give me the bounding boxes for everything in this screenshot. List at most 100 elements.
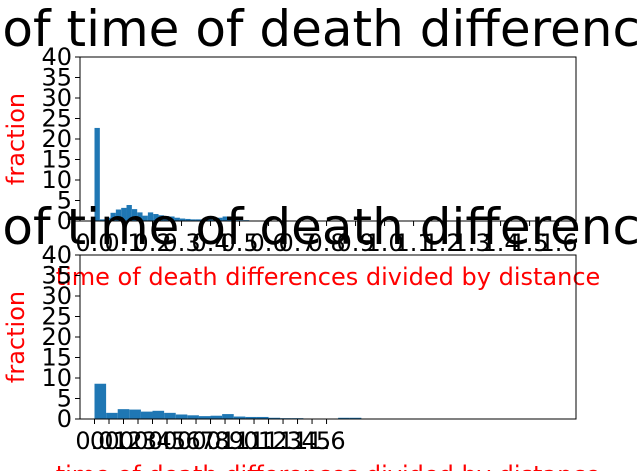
y-tick-label: 20 — [41, 323, 72, 351]
x-tick-label: 0.3 — [119, 427, 157, 455]
x-tick-label: 0.2 — [133, 229, 171, 257]
histogram-bar — [131, 209, 138, 221]
histogram-bar — [175, 414, 188, 419]
bars-top — [94, 127, 271, 221]
histogram-bar — [233, 416, 246, 419]
x-tick-label: 0.8 — [307, 229, 345, 257]
y-tick-label: 25 — [41, 303, 72, 331]
histogram-bar — [245, 416, 257, 419]
histogram-bar — [142, 215, 148, 221]
x-tick-label: 0.9 — [206, 427, 244, 455]
histogram-bar — [349, 417, 362, 419]
histogram-bar — [201, 219, 207, 221]
x-tick-label: 1.4 — [481, 229, 519, 257]
y-tick-label: 30 — [41, 282, 72, 310]
x-ticks-top: 0.00.10.20.30.40.50.60.70.80.91.01.11.21… — [75, 221, 578, 257]
histogram-bar — [210, 415, 223, 419]
y-tick-label: 15 — [41, 344, 72, 372]
bars-bottom — [94, 383, 385, 419]
histogram-bar — [129, 409, 141, 419]
y-tick-label: 5 — [57, 385, 72, 413]
histogram-bar — [163, 216, 170, 221]
x-tick-label: 0.1 — [90, 427, 128, 455]
x-tick-label: 0.3 — [162, 229, 200, 257]
x-axis-label-bottom: time of death differences divided by dis… — [56, 461, 601, 471]
x-axis-label-top: time of death differences divided by dis… — [56, 263, 601, 291]
x-tick-label: 0.8 — [191, 427, 229, 455]
histogram-bar — [121, 207, 127, 221]
histogram-bar — [174, 217, 180, 221]
histogram-bar — [227, 218, 234, 221]
y-tick-label: 35 — [41, 262, 72, 290]
histogram-bar — [190, 219, 196, 221]
histogram-bar — [169, 216, 175, 221]
x-tick-label: 0.9 — [336, 229, 374, 257]
y-tick-label: 30 — [41, 84, 72, 112]
histogram-bar — [140, 411, 153, 419]
y-tick-label: 20 — [41, 125, 72, 153]
histogram-bar — [164, 412, 176, 419]
x-tick-label: 1.4 — [278, 427, 316, 455]
x-ticks-bottom: 0.00.10.20.30.40.50.60.70.80.91.01.11.21… — [75, 419, 346, 455]
histogram-bar — [117, 409, 130, 419]
x-tick-label: 1.1 — [235, 427, 273, 455]
y-tick-label: 25 — [41, 105, 72, 133]
histogram-bar — [185, 218, 191, 221]
x-tick-label: 0.6 — [162, 427, 200, 455]
histogram-bar — [187, 415, 199, 419]
x-tick-label: 0.1 — [104, 229, 142, 257]
chart-title-bottom: Histogram of time of death differences b… — [0, 198, 640, 256]
histogram-bar — [198, 416, 211, 419]
histogram-bar — [126, 205, 132, 221]
x-tick-label: 1.1 — [394, 229, 432, 257]
x-tick-label: 0.4 — [191, 229, 229, 257]
histogram-bar — [153, 214, 159, 221]
histogram-bar — [152, 410, 165, 419]
x-tick-label: 1.0 — [220, 427, 258, 455]
x-tick-label: 1.6 — [307, 427, 345, 455]
chart-title-top: Histogram of time of death differences b… — [0, 0, 640, 58]
y-tick-label: 40 — [41, 241, 72, 269]
histogram-bar — [106, 412, 118, 419]
x-tick-label: 0.7 — [278, 229, 316, 257]
axes-frame-top — [79, 56, 577, 222]
histogram-bar — [206, 219, 212, 221]
y-tick-label: 10 — [41, 166, 72, 194]
x-tick-label: 1.0 — [365, 229, 403, 257]
x-tick-label: 0.5 — [148, 427, 186, 455]
histogram-bar — [99, 219, 106, 221]
x-tick-label: 1.3 — [264, 427, 302, 455]
histogram-bar — [179, 218, 186, 221]
histogram-bar — [338, 417, 350, 419]
y-tick-label: 15 — [41, 146, 72, 174]
histogram-bar — [268, 417, 281, 419]
y-tick-label: 35 — [41, 64, 72, 92]
histogram-bar — [158, 215, 164, 221]
y-tick-label: 0 — [57, 207, 72, 235]
y-tick-label: 10 — [41, 364, 72, 392]
x-tick-label: 0.2 — [104, 427, 142, 455]
x-tick-label: 0.5 — [220, 229, 258, 257]
y-tick-label: 0 — [57, 405, 72, 433]
histogram-bar — [110, 212, 116, 221]
histogram-bar — [256, 416, 269, 419]
y-tick-label: 5 — [57, 187, 72, 215]
histogram-bar — [105, 217, 111, 221]
x-tick-label: 0.6 — [249, 229, 287, 257]
histogram-bar — [147, 212, 154, 221]
x-tick-label: 1.6 — [540, 229, 578, 257]
histogram-bar — [217, 217, 223, 221]
x-tick-label: 1.3 — [452, 229, 490, 257]
histogram-bar — [137, 212, 143, 221]
histogram-bar — [94, 383, 107, 419]
histogram-bar — [222, 216, 228, 221]
x-tick-label: 1.2 — [423, 229, 461, 257]
histogram-bar — [115, 209, 122, 221]
y-axis-label-bottom: fraction — [2, 291, 30, 383]
histogram-bar — [94, 127, 100, 221]
